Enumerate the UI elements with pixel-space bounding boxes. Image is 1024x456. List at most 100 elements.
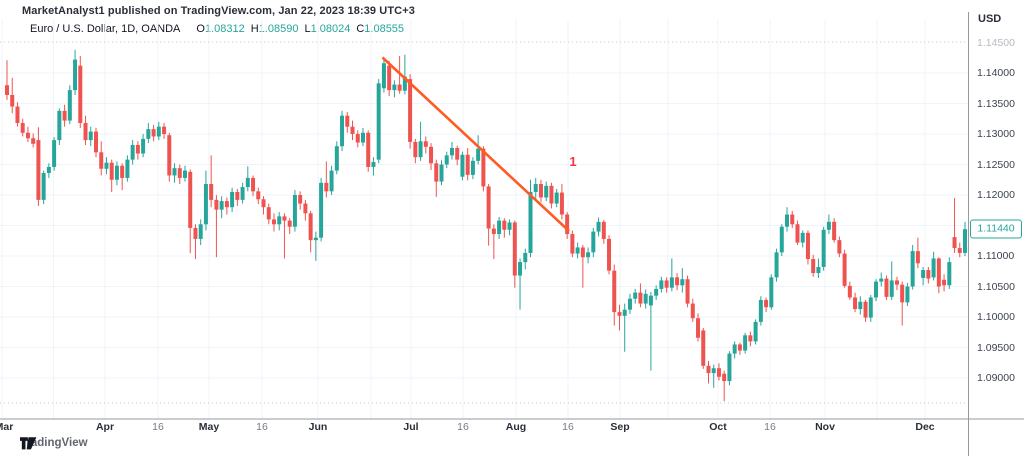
candle-body: [104, 162, 109, 169]
candle-body: [627, 298, 632, 310]
close-label: C: [356, 23, 365, 35]
candle-body: [251, 177, 256, 192]
candle-body: [690, 303, 695, 319]
low-value: 1.08024: [310, 23, 351, 35]
candle-body: [125, 159, 130, 178]
candle-body: [408, 79, 413, 142]
candle-body: [507, 222, 512, 230]
candle-body: [20, 123, 25, 133]
candle-body: [685, 279, 690, 304]
candle-body: [282, 216, 287, 221]
time-tick-label: Apr: [95, 421, 115, 433]
candle-body: [800, 232, 805, 243]
candle-body: [329, 170, 334, 192]
candle-body: [758, 299, 763, 322]
candle-body: [214, 199, 219, 210]
price-tick-label: 1.12500: [977, 158, 1015, 171]
candle-body: [894, 280, 899, 285]
candle-body: [167, 135, 172, 176]
candle-body: [586, 252, 591, 258]
candle-body: [617, 312, 622, 316]
candle-body: [319, 182, 324, 238]
candle-body: [884, 278, 889, 297]
time-tick-label: Aug: [505, 421, 527, 433]
candle-body: [31, 138, 36, 144]
candle-body: [209, 184, 214, 200]
candle-body: [387, 65, 392, 91]
last-price-badge: 1.11440: [970, 219, 1022, 239]
candle-body: [177, 168, 182, 178]
candle-body: [434, 163, 439, 182]
candle-body: [716, 368, 721, 377]
candle-body: [256, 191, 261, 200]
candle-body: [449, 148, 454, 156]
candle-body: [465, 154, 470, 175]
price-tick-label: 1.10000: [977, 311, 1015, 323]
candle-body: [596, 221, 601, 232]
candle-body: [313, 237, 318, 241]
candle-body: [240, 187, 245, 200]
price-tick-label: 1.12000: [977, 189, 1015, 201]
candle-body: [418, 141, 423, 158]
candle-body: [921, 270, 926, 278]
candle-body: [863, 301, 868, 318]
candle-body: [109, 162, 114, 180]
candle-body: [151, 129, 156, 137]
candle-body: [429, 146, 434, 164]
candle-body: [790, 214, 795, 225]
candle-body: [156, 126, 161, 137]
time-tick-label: Jun: [308, 421, 328, 433]
candle-body: [779, 226, 784, 253]
candle-body: [868, 297, 873, 318]
candle-body: [648, 295, 653, 306]
candle-body: [853, 297, 858, 310]
candle-body: [188, 171, 193, 228]
candle-body: [78, 65, 83, 124]
candle-body: [114, 165, 119, 180]
tradingview-brand-text[interactable]: TradingView: [20, 437, 88, 449]
candle-body: [303, 203, 308, 214]
candle-body: [292, 195, 297, 227]
candle-body: [10, 94, 15, 107]
candle-body: [696, 318, 701, 338]
candle-body: [230, 191, 235, 208]
candle-body: [821, 229, 826, 267]
candle-body: [957, 248, 962, 253]
candle-body: [88, 131, 93, 141]
candle-body: [842, 253, 847, 286]
time-tick-label: 16: [152, 421, 164, 433]
candle-body: [580, 247, 585, 258]
candle-body: [664, 280, 669, 288]
candle-body: [518, 262, 523, 276]
candle-body: [67, 90, 72, 121]
candle-body: [130, 144, 135, 160]
candle-body: [952, 237, 957, 249]
candle-body: [805, 232, 810, 260]
candle-body: [245, 177, 250, 188]
candle-body: [737, 344, 742, 351]
candle-body: [481, 148, 486, 187]
trendline-drawing[interactable]: [381, 56, 570, 232]
high-label: H: [250, 23, 259, 35]
candle-body: [544, 185, 549, 198]
candle-body: [15, 106, 20, 124]
candle-body: [376, 83, 381, 160]
candle-body: [381, 63, 386, 89]
attribution-text: MarketAnalyst1 published on TradingView.…: [22, 5, 415, 17]
time-tick-label: Sep: [610, 421, 630, 433]
price-axis-currency[interactable]: USD: [978, 13, 1002, 25]
candle-body: [931, 258, 936, 278]
candle-body: [52, 140, 57, 167]
candle-body: [135, 144, 140, 154]
open-label: O: [196, 23, 205, 35]
candle-body: [538, 184, 543, 198]
price-tick-label: 1.13500: [977, 97, 1015, 110]
candle-body: [633, 292, 638, 299]
candle-body: [570, 234, 575, 254]
time-tick-label: 16: [764, 421, 776, 433]
price-tick-label: 1.09000: [977, 372, 1015, 384]
candle-body: [41, 173, 46, 200]
trendline-label: 1: [569, 154, 576, 169]
